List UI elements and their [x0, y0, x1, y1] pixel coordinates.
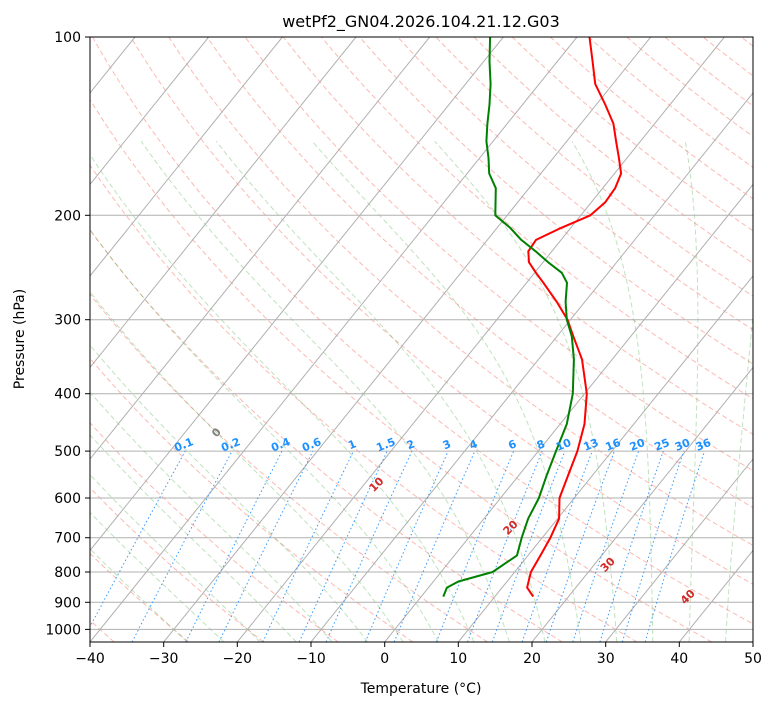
- mixing-ratio-line: [621, 450, 685, 642]
- dry-adiabat: [90, 98, 712, 642]
- y-axis-label: Pressure (hPa): [12, 289, 28, 389]
- reference-lines: [0, 37, 775, 642]
- dry-adiabat: [90, 293, 488, 642]
- series-layer: [442, 37, 623, 598]
- isotherm: [531, 366, 753, 642]
- x-tick-label: 0: [380, 651, 389, 667]
- y-tick-label: 600: [54, 491, 81, 507]
- isotherm: [384, 183, 753, 642]
- dry-adiabat: [90, 487, 264, 642]
- isotherm: [236, 37, 725, 642]
- mixing-ratio-line: [545, 450, 615, 642]
- mixing-ratio-line: [435, 450, 515, 642]
- y-tick-label: 100: [54, 30, 81, 46]
- isotherm: [90, 37, 431, 460]
- mixing-ratio-line: [521, 450, 593, 642]
- dry-adiabat: [90, 164, 638, 642]
- x-axis-label: Temperature (°C): [360, 681, 482, 697]
- y-tick-label: 400: [54, 387, 81, 403]
- mixing-ratio-line: [90, 450, 186, 628]
- x-tick-label: −10: [296, 651, 326, 667]
- mixing-ratio-label: 36: [694, 436, 713, 454]
- plot-frame: [89, 36, 754, 643]
- x-tick-label: −40: [75, 651, 105, 667]
- mixing-ratio-label: 1: [346, 437, 358, 452]
- temperature-profile-line: [526, 37, 623, 598]
- mixing-ratio-label: 20: [628, 436, 647, 454]
- dry-adiabat: [244, 37, 753, 472]
- mixing-ratio-line: [364, 450, 449, 642]
- dry-adiabat: [359, 37, 753, 365]
- mixing-ratio-line: [572, 450, 640, 642]
- mixing-ratio-label: 30: [673, 436, 692, 454]
- mixing-ratio-line: [131, 450, 233, 642]
- mixing-ratio-line: [467, 450, 543, 642]
- x-tick-label: 30: [597, 651, 615, 667]
- isotherm: [605, 458, 753, 642]
- isotherm: [163, 37, 652, 642]
- plot-background: [90, 37, 753, 642]
- moist-adiabat: [762, 141, 775, 642]
- mixing-ratio-line: [599, 450, 664, 642]
- x-tick-label: 40: [670, 651, 688, 667]
- mixing-ratio-label: 3: [441, 437, 453, 452]
- isotherm: [90, 37, 357, 369]
- isotherm: [310, 92, 753, 642]
- mixing-ratio-line: [491, 450, 566, 642]
- axes: −40 −30 −20 −10 0 10 20 30 40 50 100 200 300 400 500 60…: [45, 30, 762, 667]
- x-tick-label: −20: [223, 651, 253, 667]
- mixing-ratio-line: [218, 450, 314, 642]
- mixing-ratio-line: [644, 450, 706, 642]
- isotherm: [752, 641, 753, 642]
- y-tick-label: 300: [54, 313, 81, 329]
- dry-adiabat: [130, 37, 753, 585]
- dry-adiabat: [90, 422, 339, 642]
- y-tick-label: 900: [54, 595, 81, 611]
- mixing-ratio-label: 25: [652, 436, 671, 454]
- isotherm: [457, 275, 753, 642]
- x-tick-label: 20: [523, 651, 541, 667]
- isotherm: [0, 37, 61, 642]
- mixing-ratio-label: 13: [581, 436, 600, 454]
- x-tick-label: 10: [449, 651, 467, 667]
- x-tick-label: −30: [149, 651, 179, 667]
- isotherm: [90, 37, 210, 186]
- dry-adiabat: [206, 37, 753, 509]
- y-tick-label: 500: [54, 444, 81, 460]
- y-tick-label: 700: [54, 531, 81, 547]
- isotherm: [90, 37, 578, 642]
- y-tick-label: 1000: [45, 622, 81, 638]
- mixing-ratio-label: 10: [554, 436, 573, 454]
- x-tick-label: 50: [744, 651, 762, 667]
- isotherm: [90, 37, 283, 277]
- dry-adiabat: [92, 37, 753, 625]
- chart-title: wetPf2_GN04.2026.104.21.12.G03: [282, 12, 560, 32]
- dry-adiabat: [397, 37, 753, 331]
- mixing-ratio-line: [325, 450, 413, 642]
- mixing-ratio-label: 8: [535, 437, 547, 452]
- y-tick-label: 200: [54, 208, 81, 224]
- dewpoint-profile-line: [442, 37, 575, 597]
- mixing-ratio-line: [393, 450, 476, 642]
- y-tick-label: 800: [54, 565, 81, 581]
- mixing-ratio-label: 2: [405, 437, 417, 452]
- isotherm: [90, 37, 504, 552]
- dry-adiabat: [90, 552, 190, 642]
- mixing-ratio-label: 16: [604, 436, 623, 454]
- mixing-ratio-line: [185, 450, 283, 642]
